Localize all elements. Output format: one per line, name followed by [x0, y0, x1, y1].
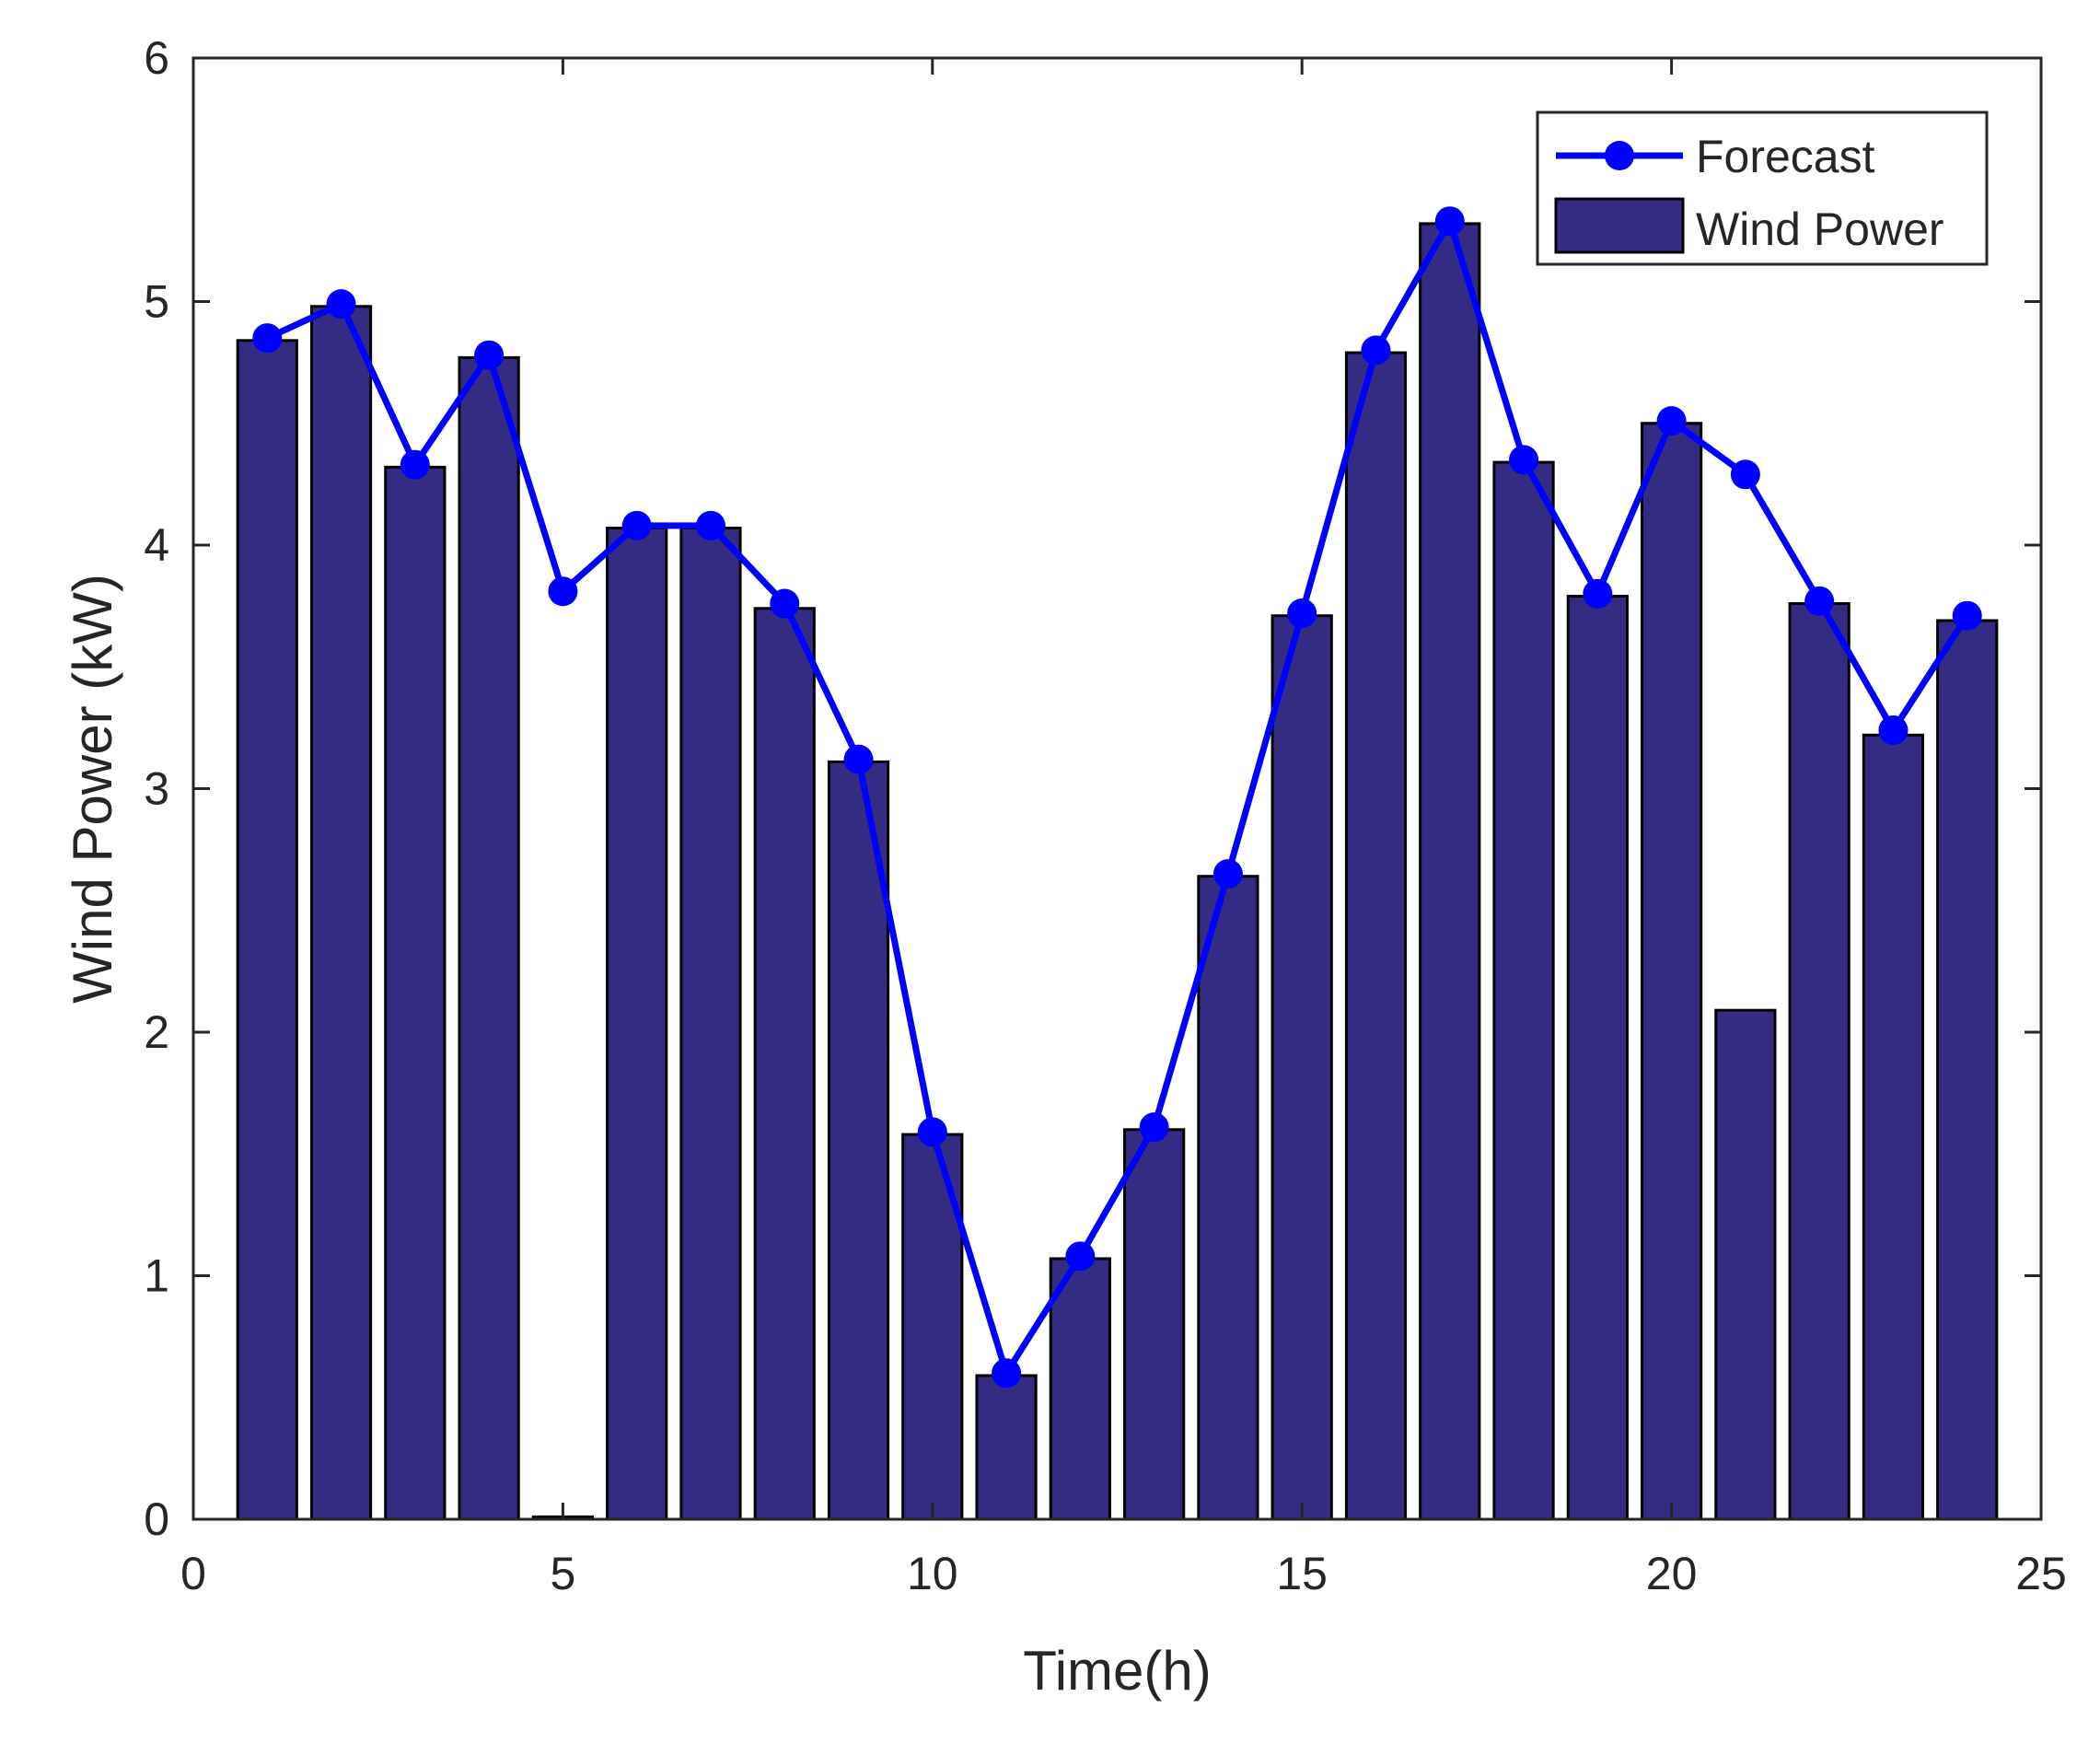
- x-tick-label-5: 5: [550, 1548, 575, 1599]
- x-tick-label-15: 15: [1276, 1548, 1328, 1599]
- wind-power-bar-15: [1270, 614, 1333, 1521]
- forecast-point-13: [1139, 1112, 1169, 1143]
- wind-power-bar-7: [679, 526, 742, 1521]
- y-tick-label-2: 2: [144, 1006, 169, 1058]
- forecast-point-8: [770, 588, 800, 619]
- bars-layer: [236, 222, 1999, 1521]
- forecast-point-10: [917, 1117, 947, 1147]
- forecast-line: [265, 217, 1970, 1377]
- y-tick-label-3: 3: [144, 763, 169, 815]
- wind-power-bar-11: [975, 1374, 1038, 1521]
- legend-label-wind-power: Wind Power: [1696, 203, 1944, 255]
- y-tick-label-5: 5: [144, 276, 169, 328]
- y-tick-label-0: 0: [144, 1493, 169, 1545]
- wind-power-bar-8: [753, 607, 816, 1521]
- wind-power-bar-4: [458, 355, 520, 1521]
- forecast-point-19: [1583, 578, 1613, 609]
- forecast-point-2: [326, 289, 356, 320]
- forecast-line-layer: [252, 206, 1982, 1389]
- forecast-point-16: [1361, 335, 1391, 366]
- forecast-point-21: [1730, 459, 1760, 490]
- forecast-point-23: [1878, 715, 1909, 746]
- wind-power-bar-3: [384, 465, 447, 1521]
- forecast-point-18: [1509, 445, 1539, 475]
- wind-power-bar-24: [1936, 619, 1999, 1521]
- wind-power-bar-12: [1049, 1257, 1111, 1521]
- legend-label-forecast: Forecast: [1696, 131, 1875, 182]
- forecast-point-15: [1287, 598, 1317, 629]
- legend: Forecast Wind Power: [1536, 110, 1989, 266]
- forecast-point-9: [843, 744, 874, 774]
- wind-power-bar-21: [1714, 1008, 1777, 1521]
- legend-wind-power-swatch: [1554, 197, 1685, 254]
- y-tick-label-1: 1: [144, 1250, 169, 1302]
- forecast-point-20: [1656, 406, 1687, 436]
- wind-power-bar-19: [1566, 595, 1629, 1521]
- forecast-point-14: [1212, 859, 1243, 889]
- wind-power-bar-14: [1197, 875, 1259, 1521]
- legend-forecast-marker: [1605, 141, 1634, 170]
- ticks-layer: 0 5 10 15 20 25 0 1 2 3 4 5 6: [144, 32, 2067, 1599]
- x-tick-label-0: 0: [180, 1548, 206, 1599]
- x-axis-title: Time(h): [1023, 1640, 1211, 1702]
- x-tick-label-10: 10: [907, 1548, 958, 1599]
- wind-power-bar-20: [1640, 422, 1703, 1521]
- wind-power-bar-6: [606, 526, 668, 1521]
- forecast-point-7: [695, 510, 725, 540]
- forecast-point-3: [400, 449, 430, 480]
- y-tick-label-6: 6: [144, 32, 169, 84]
- forecast-point-6: [621, 510, 652, 540]
- wind-power-bar-17: [1419, 222, 1481, 1521]
- forecast-point-12: [1065, 1241, 1096, 1272]
- wind-power-bar-1: [236, 339, 298, 1521]
- forecast-point-1: [252, 323, 283, 354]
- forecast-point-24: [1952, 600, 1982, 631]
- forecast-point-11: [992, 1358, 1022, 1389]
- forecast-point-5: [548, 576, 578, 607]
- y-tick-label-4: 4: [144, 519, 169, 571]
- x-tick-label-20: 20: [1646, 1548, 1698, 1599]
- wind-power-bar-23: [1862, 733, 1925, 1521]
- wind-power-bar-22: [1788, 601, 1851, 1521]
- x-tick-label-25: 25: [2015, 1548, 2067, 1599]
- forecast-point-17: [1434, 206, 1465, 237]
- wind-power-bar-18: [1492, 460, 1555, 1521]
- y-axis-title: Wind Power (kW): [62, 574, 123, 1004]
- wind-power-bar-16: [1344, 351, 1408, 1521]
- wind-power-bar-2: [309, 305, 373, 1521]
- forecast-point-22: [1804, 586, 1835, 616]
- wind-power-bar-13: [1123, 1128, 1186, 1521]
- forecast-point-4: [474, 340, 505, 370]
